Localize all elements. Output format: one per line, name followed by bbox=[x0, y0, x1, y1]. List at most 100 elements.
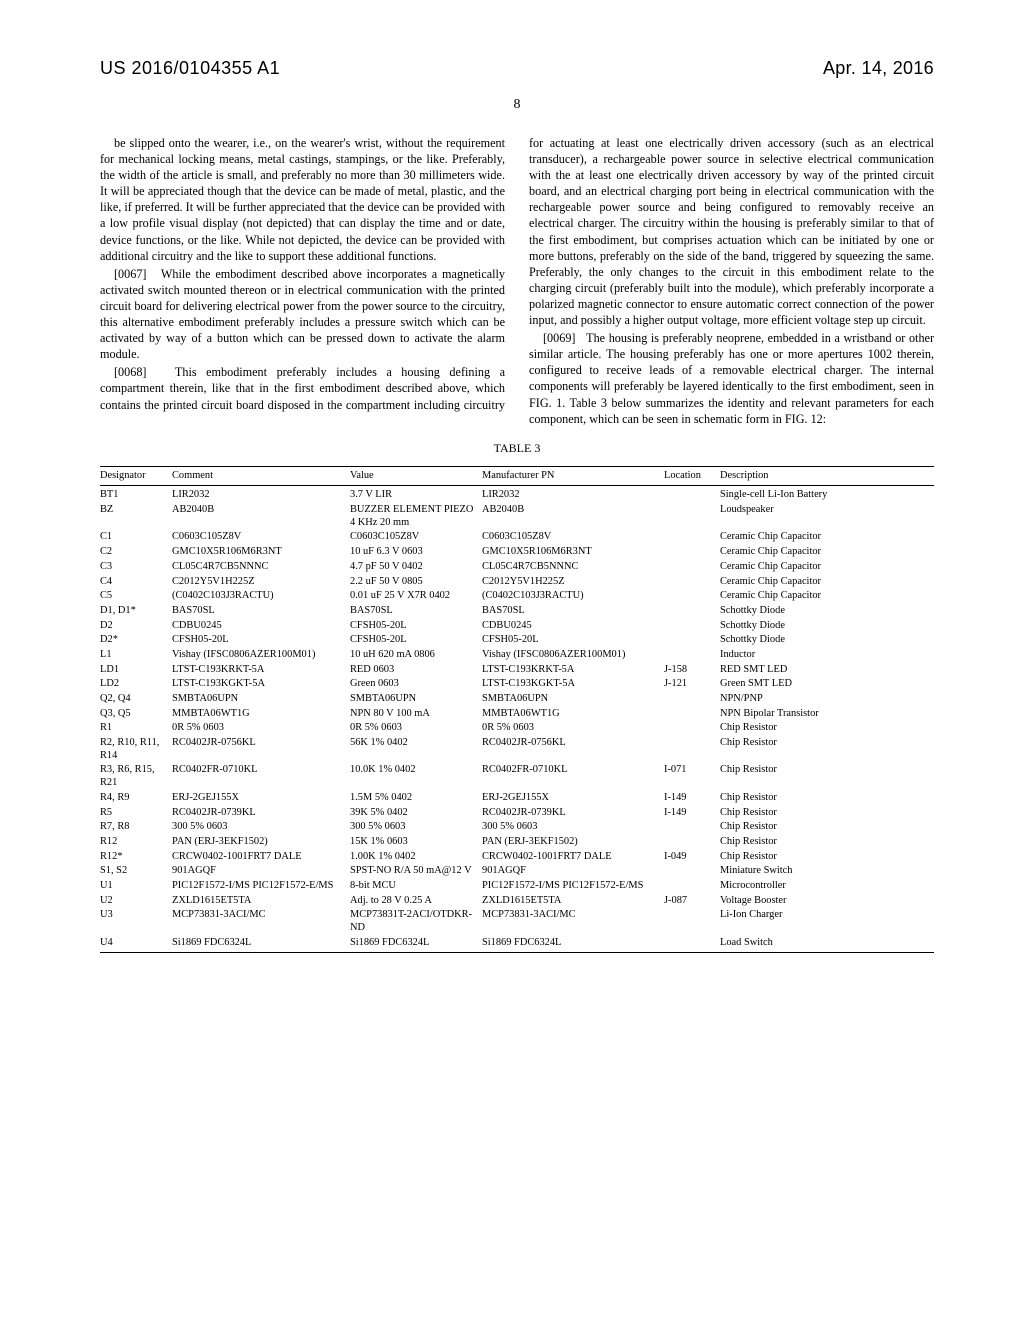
table-cell: ERJ-2GEJ155X bbox=[172, 791, 350, 806]
table-cell: Inductor bbox=[720, 648, 934, 663]
table-row: L1Vishay (IFSC0806AZER100M01)10 uH 620 m… bbox=[100, 648, 934, 663]
table-cell: 3.7 V LIR bbox=[350, 486, 482, 503]
table-cell: 1.00K 1% 0402 bbox=[350, 850, 482, 865]
table-cell: R7, R8 bbox=[100, 820, 172, 835]
table-row: BT1LIR20323.7 V LIRLIR2032Single-cell Li… bbox=[100, 486, 934, 503]
table-cell: Si1869 FDC6324L bbox=[482, 936, 664, 953]
table-cell: 39K 5% 0402 bbox=[350, 806, 482, 821]
table-cell: AB2040B bbox=[172, 503, 350, 530]
table-cell: Ceramic Chip Capacitor bbox=[720, 560, 934, 575]
table-cell bbox=[664, 736, 720, 763]
table-cell: 0R 5% 0603 bbox=[172, 721, 350, 736]
paragraph: [0069] The housing is preferably neopren… bbox=[529, 330, 934, 427]
table-cell: 15K 1% 0603 bbox=[350, 835, 482, 850]
table-cell: ZXLD1615ET5TA bbox=[172, 894, 350, 909]
table-cell: C0603C105Z8V bbox=[350, 530, 482, 545]
table-cell: BAS70SL bbox=[482, 604, 664, 619]
table-cell: LIR2032 bbox=[482, 486, 664, 503]
table-cell: NPN/PNP bbox=[720, 692, 934, 707]
table-row: LD2LTST-C193KGKT-5AGreen 0603LTST-C193KG… bbox=[100, 677, 934, 692]
patent-page: US 2016/0104355 A1 Apr. 14, 2016 8 be sl… bbox=[0, 0, 1024, 1320]
table-cell: RC0402JR-0756KL bbox=[172, 736, 350, 763]
table-cell bbox=[664, 545, 720, 560]
table-row: U4Si1869 FDC6324LSi1869 FDC6324LSi1869 F… bbox=[100, 936, 934, 953]
table-cell: CRCW0402-1001FRT7 DALE bbox=[172, 850, 350, 865]
table-cell: Microcontroller bbox=[720, 879, 934, 894]
table-cell: R4, R9 bbox=[100, 791, 172, 806]
table-cell: 901AGQF bbox=[172, 864, 350, 879]
table-cell: R12* bbox=[100, 850, 172, 865]
table-cell: LTST-C193KRKT-5A bbox=[482, 663, 664, 678]
table-cell: NPN 80 V 100 mA bbox=[350, 707, 482, 722]
table-cell: Ceramic Chip Capacitor bbox=[720, 589, 934, 604]
table-row: R4, R9ERJ-2GEJ155X1.5M 5% 0402ERJ-2GEJ15… bbox=[100, 791, 934, 806]
table-cell: GMC10X5R106M6R3NT bbox=[172, 545, 350, 560]
table-cell: Schottky Diode bbox=[720, 619, 934, 634]
table-cell: SMBTA06UPN bbox=[350, 692, 482, 707]
table-cell: BZ bbox=[100, 503, 172, 530]
table-cell: Ceramic Chip Capacitor bbox=[720, 575, 934, 590]
table-cell: Chip Resistor bbox=[720, 721, 934, 736]
table-cell: PIC12F1572-I/MS PIC12F1572-E/MS bbox=[482, 879, 664, 894]
table-row: R10R 5% 06030R 5% 06030R 5% 0603Chip Res… bbox=[100, 721, 934, 736]
col-header: Manufacturer PN bbox=[482, 466, 664, 486]
table-cell: 2.2 uF 50 V 0805 bbox=[350, 575, 482, 590]
table-cell: C0603C105Z8V bbox=[482, 530, 664, 545]
table-row: BZAB2040BBUZZER ELEMENT PIEZO 4 KHz 20 m… bbox=[100, 503, 934, 530]
table-cell: BUZZER ELEMENT PIEZO 4 KHz 20 mm bbox=[350, 503, 482, 530]
table-cell: Chip Resistor bbox=[720, 763, 934, 790]
table-row: D2CDBU0245CFSH05-20LCDBU0245Schottky Dio… bbox=[100, 619, 934, 634]
table-cell: RED 0603 bbox=[350, 663, 482, 678]
table-cell: Li-Ion Charger bbox=[720, 908, 934, 935]
table-cell: SPST-NO R/A 50 mA@12 V bbox=[350, 864, 482, 879]
table-row: Q2, Q4SMBTA06UPNSMBTA06UPNSMBTA06UPNNPN/… bbox=[100, 692, 934, 707]
table-cell: SMBTA06UPN bbox=[172, 692, 350, 707]
table-cell: Schottky Diode bbox=[720, 633, 934, 648]
table-row: C4C2012Y5V1H225Z2.2 uF 50 V 0805C2012Y5V… bbox=[100, 575, 934, 590]
table-row: R7, R8300 5% 0603300 5% 0603300 5% 0603C… bbox=[100, 820, 934, 835]
table-row: C2GMC10X5R106M6R3NT10 uF 6.3 V 0603GMC10… bbox=[100, 545, 934, 560]
table-cell: AB2040B bbox=[482, 503, 664, 530]
table-cell: R3, R6, R15, R21 bbox=[100, 763, 172, 790]
table-cell: LD2 bbox=[100, 677, 172, 692]
table-cell: Voltage Booster bbox=[720, 894, 934, 909]
table-cell: U3 bbox=[100, 908, 172, 935]
table-row: Q3, Q5MMBTA06WT1GNPN 80 V 100 mAMMBTA06W… bbox=[100, 707, 934, 722]
table-cell: RED SMT LED bbox=[720, 663, 934, 678]
table-cell: D1, D1* bbox=[100, 604, 172, 619]
table-body: BT1LIR20323.7 V LIRLIR2032Single-cell Li… bbox=[100, 486, 934, 953]
table-cell: C2012Y5V1H225Z bbox=[172, 575, 350, 590]
paragraph: be slipped onto the wearer, i.e., on the… bbox=[100, 135, 505, 264]
table-cell: Si1869 FDC6324L bbox=[172, 936, 350, 953]
table-cell: C5 bbox=[100, 589, 172, 604]
paragraph-tag: [0068] bbox=[114, 365, 147, 379]
table-cell: CFSH05-20L bbox=[172, 633, 350, 648]
table-cell bbox=[664, 692, 720, 707]
table-row: C5(C0402C103J3RACTU)0.01 uF 25 V X7R 040… bbox=[100, 589, 934, 604]
table-row: C3CL05C4R7CB5NNNC4.7 pF 50 V 0402CL05C4R… bbox=[100, 560, 934, 575]
table-cell bbox=[664, 835, 720, 850]
table-cell: I-149 bbox=[664, 791, 720, 806]
table-cell: Load Switch bbox=[720, 936, 934, 953]
table-cell: 300 5% 0603 bbox=[482, 820, 664, 835]
paragraph: [0067] While the embodiment described ab… bbox=[100, 266, 505, 363]
table-cell: I-149 bbox=[664, 806, 720, 821]
table-cell: Schottky Diode bbox=[720, 604, 934, 619]
table-cell: I-071 bbox=[664, 763, 720, 790]
table-cell: MCP73831-3ACI/MC bbox=[172, 908, 350, 935]
table-cell: I-049 bbox=[664, 850, 720, 865]
table-cell: LIR2032 bbox=[172, 486, 350, 503]
table-cell: L1 bbox=[100, 648, 172, 663]
table-cell: Ceramic Chip Capacitor bbox=[720, 545, 934, 560]
table-cell bbox=[664, 619, 720, 634]
table-cell: LTST-C193KGKT-5A bbox=[172, 677, 350, 692]
table-cell bbox=[664, 503, 720, 530]
table-cell: CRCW0402-1001FRT7 DALE bbox=[482, 850, 664, 865]
table-cell: GMC10X5R106M6R3NT bbox=[482, 545, 664, 560]
paragraph-tag: [0069] bbox=[543, 331, 576, 345]
body-text: be slipped onto the wearer, i.e., on the… bbox=[100, 135, 934, 427]
table-cell: 0R 5% 0603 bbox=[350, 721, 482, 736]
publication-date: Apr. 14, 2016 bbox=[823, 58, 934, 79]
table-row: R3, R6, R15, R21RC0402FR-0710KL10.0K 1% … bbox=[100, 763, 934, 790]
table-row: R5RC0402JR-0739KL39K 5% 0402RC0402JR-073… bbox=[100, 806, 934, 821]
